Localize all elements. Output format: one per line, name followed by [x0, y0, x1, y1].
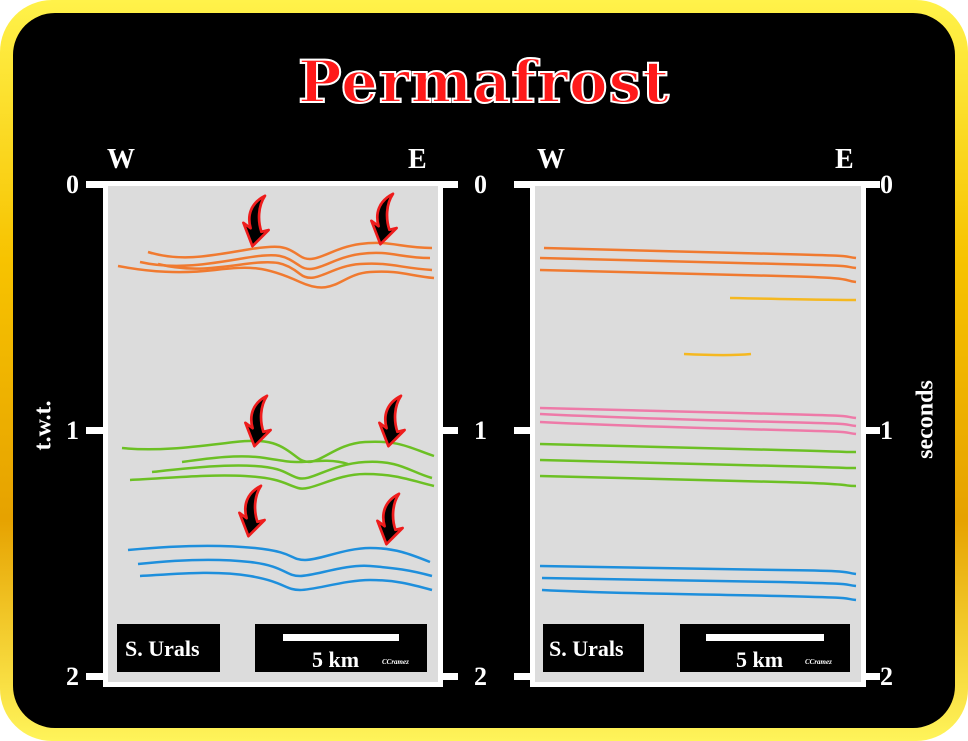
right-orange-horizons	[539, 246, 857, 284]
right-left-tick-1	[514, 427, 532, 434]
right-pink-horizons	[539, 406, 857, 436]
right-east-label: E	[835, 144, 854, 175]
right-scale-label: 5 km	[736, 647, 784, 672]
left-blue-horizon-2	[137, 558, 433, 578]
right-blue-horizons	[539, 564, 857, 602]
left-orange-horizon-1	[147, 241, 433, 261]
left-tick-2	[86, 673, 104, 680]
left-scale-bar	[283, 634, 399, 641]
left-green-horizons	[121, 439, 435, 490]
right-orange-horizon-1	[543, 246, 857, 260]
mid-tick-2	[440, 673, 458, 680]
right-green-horizons	[539, 442, 857, 488]
left-east-label: E	[408, 144, 427, 175]
right-tick-label-0: 0	[880, 170, 893, 199]
right-orange-horizon-2	[539, 256, 857, 270]
right-tick-0	[862, 181, 880, 188]
curved-arrow-icon	[377, 394, 407, 448]
left-scale-box: 5 km CCramez	[255, 624, 427, 672]
right-panel-left-tick-label-0: 0	[474, 170, 487, 199]
right-blue-horizon-1	[539, 564, 857, 576]
left-blue-horizon-3	[139, 571, 433, 592]
left-tick-label-1: 1	[66, 416, 79, 445]
left-orange-horizon-2	[139, 251, 431, 271]
right-pink-horizon-3	[539, 420, 857, 436]
left-credit: CCramez	[382, 658, 409, 666]
right-panel-left-tick-label-1: 1	[474, 416, 487, 445]
left-blue-horizon-1	[127, 544, 431, 564]
right-scale-bar	[706, 634, 824, 641]
left-tick-1	[86, 427, 104, 434]
left-blue-horizons	[127, 544, 433, 592]
right-scale-box: 5 km CCramez	[680, 624, 850, 672]
left-west-label: W	[107, 144, 135, 175]
curved-arrow-icon	[241, 194, 271, 248]
right-blue-horizon-3	[541, 588, 857, 602]
right-yellow-horizons	[683, 296, 857, 357]
mid-tick-1	[440, 427, 458, 434]
left-location-box: S. Urals	[117, 624, 220, 672]
left-tick-label-0: 0	[66, 170, 79, 199]
right-pink-horizon-2	[539, 412, 857, 428]
right-credit: CCramez	[805, 658, 832, 666]
mid-tick-0	[440, 181, 458, 188]
right-left-tick-0	[514, 181, 532, 188]
left-location-label: S. Urals	[125, 636, 200, 661]
left-green-horizon-4	[129, 472, 435, 490]
curved-arrow-icon	[243, 394, 273, 448]
left-green-horizon-2	[181, 455, 349, 466]
right-tick-1	[862, 427, 880, 434]
right-pink-horizon-1	[539, 406, 857, 420]
right-panel-left-tick-label-2: 2	[474, 662, 487, 691]
right-yellow-horizon-2	[683, 352, 752, 357]
curved-arrow-icon	[375, 492, 405, 546]
right-tick-label-1: 1	[880, 416, 893, 445]
curved-arrow-icon	[369, 192, 399, 246]
curved-arrow-icon	[237, 484, 267, 538]
right-location-box: S. Urals	[543, 624, 644, 672]
slide-title: Permafrost	[297, 47, 671, 117]
left-orange-horizon-4	[117, 264, 435, 289]
right-left-tick-2	[514, 673, 532, 680]
right-green-horizon-2	[539, 458, 857, 470]
left-tick-label-2: 2	[66, 662, 79, 691]
left-orange-horizons	[117, 241, 435, 289]
right-green-horizon-3	[539, 474, 857, 488]
right-green-horizon-1	[539, 442, 857, 454]
right-tick-2	[862, 673, 880, 680]
right-location-label: S. Urals	[549, 636, 624, 661]
right-yellow-horizon-1	[729, 296, 857, 302]
right-west-label: W	[537, 144, 565, 175]
right-blue-horizon-2	[541, 576, 857, 588]
left-orange-horizon-3	[157, 260, 433, 280]
left-tick-0	[86, 181, 104, 188]
left-scale-label: 5 km	[312, 647, 360, 672]
left-green-horizon-3	[151, 460, 433, 480]
right-orange-horizon-3	[539, 268, 857, 284]
right-tick-label-2: 2	[880, 662, 893, 691]
